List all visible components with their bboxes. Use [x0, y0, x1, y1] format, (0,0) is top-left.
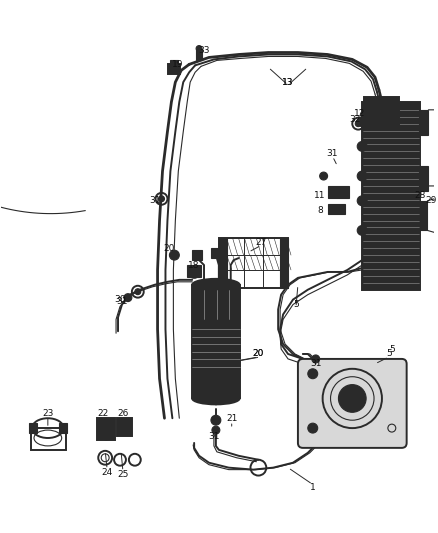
Circle shape — [308, 369, 318, 378]
Text: 5: 5 — [293, 300, 299, 309]
Text: 31: 31 — [149, 196, 160, 205]
Bar — [170, 60, 178, 66]
Text: 5: 5 — [389, 344, 395, 353]
Text: 31: 31 — [327, 149, 338, 158]
Circle shape — [312, 355, 320, 363]
Circle shape — [211, 415, 221, 425]
Text: 1: 1 — [310, 483, 316, 492]
Circle shape — [357, 225, 367, 236]
Circle shape — [159, 196, 165, 202]
Bar — [192, 329, 240, 337]
Text: 31: 31 — [310, 359, 321, 368]
Circle shape — [355, 120, 361, 127]
Bar — [97, 418, 115, 440]
Bar — [31, 428, 66, 450]
Circle shape — [357, 196, 367, 206]
Circle shape — [124, 294, 132, 302]
Circle shape — [357, 171, 367, 181]
Bar — [364, 97, 399, 127]
Bar — [420, 201, 427, 230]
Bar — [192, 359, 240, 367]
Circle shape — [135, 289, 141, 295]
Bar — [169, 64, 180, 74]
Text: 28: 28 — [415, 191, 426, 200]
Circle shape — [357, 117, 367, 127]
Bar — [328, 204, 346, 214]
Text: 27: 27 — [256, 238, 267, 247]
FancyBboxPatch shape — [298, 359, 406, 448]
Text: 29: 29 — [426, 196, 437, 205]
Bar — [29, 423, 37, 433]
Text: 30: 30 — [114, 295, 126, 304]
Circle shape — [331, 188, 339, 196]
Text: 20: 20 — [253, 350, 264, 359]
Circle shape — [170, 250, 179, 260]
Text: 13: 13 — [282, 78, 294, 87]
Ellipse shape — [192, 392, 240, 405]
Text: 24: 24 — [102, 468, 113, 477]
Text: 19: 19 — [172, 60, 183, 69]
Bar — [419, 166, 428, 191]
Text: 26: 26 — [117, 409, 129, 418]
Bar — [196, 49, 202, 60]
Circle shape — [196, 46, 202, 52]
Bar — [328, 186, 350, 198]
Circle shape — [339, 385, 366, 413]
Text: 23: 23 — [42, 409, 53, 418]
Text: 31: 31 — [116, 297, 128, 306]
Bar — [192, 285, 240, 399]
Text: 21: 21 — [226, 414, 237, 423]
Bar — [187, 265, 201, 277]
Circle shape — [212, 426, 220, 434]
Circle shape — [357, 141, 367, 151]
Text: 20: 20 — [253, 350, 264, 359]
Text: 25: 25 — [117, 470, 129, 479]
Circle shape — [320, 172, 328, 180]
Text: 11: 11 — [314, 191, 325, 200]
Bar — [219, 238, 288, 288]
Bar — [280, 238, 288, 288]
Text: 8: 8 — [318, 206, 324, 215]
Bar — [192, 250, 202, 260]
Text: 13: 13 — [282, 78, 294, 87]
Ellipse shape — [192, 279, 240, 290]
Bar — [117, 418, 132, 436]
Text: 18: 18 — [188, 261, 200, 270]
Bar — [362, 102, 420, 290]
Bar — [219, 238, 227, 288]
Text: 31: 31 — [208, 432, 219, 440]
Text: 5: 5 — [386, 350, 392, 359]
Text: 22: 22 — [98, 409, 109, 418]
Circle shape — [308, 423, 318, 433]
Bar — [59, 423, 67, 433]
Bar — [211, 248, 223, 258]
Text: 33: 33 — [198, 46, 210, 55]
Text: 32: 32 — [350, 115, 361, 124]
Text: 12: 12 — [353, 109, 365, 118]
Bar — [419, 110, 428, 134]
Text: 20: 20 — [164, 244, 175, 253]
Bar — [192, 344, 240, 352]
